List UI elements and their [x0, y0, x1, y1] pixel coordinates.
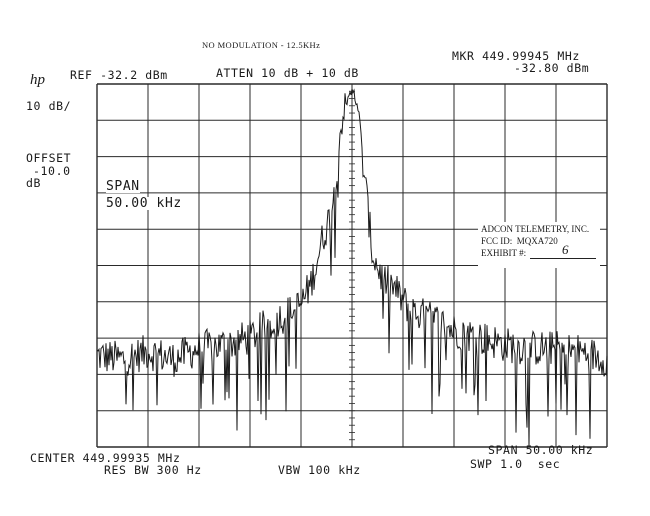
offset-value: -10.0: [33, 164, 71, 178]
center-ticks: [349, 90, 355, 441]
span-value: 50.00 kHz: [106, 196, 182, 211]
exhibit-fcc-id: FCC ID: MQXA720: [481, 236, 558, 246]
resolution-bandwidth: RES BW 300 Hz: [104, 463, 202, 477]
attenuation: ATTEN 10 dB + 10 dB: [216, 66, 359, 80]
exhibit-company: ADCON TELEMETRY, INC.: [481, 224, 590, 234]
exhibit-number: 6: [562, 242, 569, 257]
span-label: SPAN: [106, 179, 140, 194]
video-bandwidth: VBW 100 kHz: [278, 463, 361, 477]
ref-level: REF -32.2 dBm: [70, 68, 168, 82]
center-frequency: CENTER 449.99935 MHz: [30, 451, 181, 465]
exhibit-label: ADCON TELEMETRY, INC. FCC ID: MQXA720 EX…: [478, 222, 600, 268]
offset-label: OFFSET: [26, 151, 72, 165]
hp-logo: hp: [30, 72, 45, 88]
span-footer: SPAN 50.00 kHz: [488, 443, 594, 457]
offset-unit: dB: [26, 176, 42, 190]
note-title: NO MODULATION - 12.5KHz: [202, 40, 321, 50]
sweep-time: SWP 1.0 sec: [470, 457, 561, 471]
marker-frequency: MKR 449.99945 MHz: [452, 49, 580, 63]
marker-level: -32.80 dBm: [514, 61, 590, 75]
spectrum-trace: [96, 88, 608, 447]
scale-per-div: 10 dB/: [26, 99, 72, 113]
exhibit-number-label: EXHIBIT #:: [481, 248, 527, 258]
signature-line: [530, 258, 596, 259]
